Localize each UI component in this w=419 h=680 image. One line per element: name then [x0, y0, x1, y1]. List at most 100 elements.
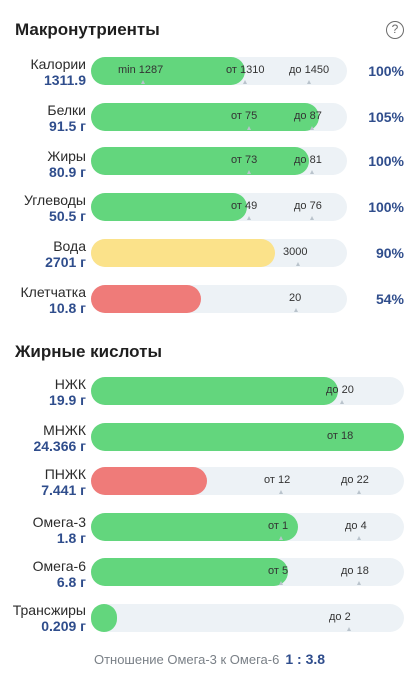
progress-fill	[91, 285, 202, 313]
nutrient-value: 10.8 г	[49, 300, 86, 316]
nutrient-label: ПНЖК 7.441 г	[41, 466, 86, 498]
nutrient-label: Вода 2701 г	[45, 238, 86, 270]
progress-track: от 1 до 4	[91, 513, 404, 541]
progress-fill	[91, 147, 309, 175]
help-icon[interactable]: ?	[386, 21, 404, 39]
progress-track: от 5 до 18	[91, 558, 404, 586]
nutrient-label: Омега-3 1.8 г	[33, 514, 86, 546]
fatty-acids-title: Жирные кислоты	[15, 342, 162, 361]
progress-fill	[91, 467, 207, 495]
progress-fill	[91, 513, 298, 541]
to-marker	[357, 490, 361, 494]
nutrient-value: 80.9 г	[49, 164, 86, 180]
nutrient-row-protein[interactable]: Белки 91.5 г от 75 до 87 105%	[0, 96, 419, 142]
progress-track: от 75 до 87	[91, 103, 347, 131]
nutrient-label: Трансжиры 0.209 г	[13, 602, 86, 634]
fatty-row-sfa[interactable]: НЖК 19.9 г до 20	[0, 372, 419, 418]
to-label: до 1450	[289, 64, 330, 76]
nutrient-value: 0.209 г	[41, 618, 86, 634]
norm-label: 3000	[283, 246, 308, 258]
percent-value: 100%	[368, 199, 404, 215]
from-label: от 5	[268, 565, 289, 577]
macros-title: Макронутриенты	[15, 20, 160, 39]
fatty-row-pufa[interactable]: ПНЖК 7.441 г от 12 до 22	[0, 464, 419, 510]
nutrient-value: 91.5 г	[49, 118, 86, 134]
progress-fill	[91, 558, 289, 586]
to-marker	[357, 536, 361, 540]
nutrient-value: 7.441 г	[41, 482, 86, 498]
nutrient-label: Углеводы 50.5 г	[24, 192, 86, 224]
progress-track: от 18	[91, 423, 404, 451]
min-marker	[141, 80, 145, 84]
from-marker	[247, 126, 251, 130]
nutrient-value: 1311.9	[43, 72, 86, 88]
nutrient-value: 24.366 г	[33, 438, 86, 454]
to-label: до 76	[294, 200, 322, 212]
omega-ratio-value: 1 : 3.8	[285, 651, 326, 667]
from-label: от 49	[231, 200, 258, 212]
from-label: от 73	[231, 154, 258, 166]
nutrient-name: Вода	[53, 238, 86, 254]
from-marker	[279, 490, 283, 494]
nutrient-label: Омега-6 6.8 г	[33, 558, 86, 590]
progress-fill	[91, 193, 248, 221]
percent-value: 105%	[368, 109, 404, 125]
to-label: до 20	[326, 384, 354, 396]
nutrient-value: 50.5 г	[49, 208, 86, 224]
norm-marker	[294, 308, 298, 312]
nutrient-row-fiber[interactable]: Клетчатка 10.8 г 20 54%	[0, 280, 419, 326]
progress-fill	[91, 103, 319, 131]
to-label: до 2	[329, 611, 351, 623]
progress-fill	[91, 377, 339, 405]
nutrient-label: Калории 1311.9	[31, 56, 86, 88]
fatty-row-omega6[interactable]: Омега-6 6.8 г от 5 до 18	[0, 556, 419, 602]
nutrient-value: 1.8 г	[56, 530, 86, 546]
progress-track: 3000	[91, 239, 347, 267]
progress-track: min 1287 от 1310 до 1450	[91, 57, 347, 85]
progress-track: до 20	[91, 377, 404, 405]
nutrient-name: Трансжиры	[12, 602, 86, 618]
fatty-row-omega3[interactable]: Омега-3 1.8 г от 1 до 4	[0, 510, 419, 556]
from-marker	[279, 536, 283, 540]
nutrient-name: Омега-3	[32, 514, 86, 530]
from-label: от 75	[231, 110, 258, 122]
progress-track: до 2	[91, 604, 404, 632]
nutrient-name: НЖК	[54, 376, 86, 392]
to-label: до 4	[345, 520, 367, 532]
from-marker	[247, 216, 251, 220]
percent-value: 90%	[375, 245, 404, 261]
norm-marker	[296, 262, 300, 266]
nutrient-row-calories[interactable]: Калории 1311.9 min 1287 от 1310 до 1450 …	[0, 50, 419, 96]
percent-value: 54%	[375, 291, 404, 307]
percent-value: 100%	[368, 63, 404, 79]
nutrient-row-fat[interactable]: Жиры 80.9 г от 73 до 81 100%	[0, 142, 419, 188]
from-marker	[247, 170, 251, 174]
nutrient-name: Омега-6	[32, 558, 86, 574]
to-label: до 81	[294, 154, 322, 166]
nutrient-name: Жиры	[47, 148, 86, 164]
to-label: до 18	[341, 565, 369, 577]
percent-value: 100%	[368, 153, 404, 169]
progress-track: 20	[91, 285, 347, 313]
nutrient-value: 6.8 г	[56, 574, 86, 590]
fatty-row-trans[interactable]: Трансжиры 0.209 г до 2	[0, 600, 419, 646]
nutrient-row-water[interactable]: Вода 2701 г 3000 90%	[0, 234, 419, 280]
to-marker	[357, 581, 361, 585]
from-marker	[243, 80, 247, 84]
to-marker	[310, 216, 314, 220]
nutrient-name: МНЖК	[43, 422, 86, 438]
nutrient-name: Углеводы	[23, 192, 86, 208]
nutrient-value: 19.9 г	[49, 392, 86, 408]
nutrient-value: 2701 г	[45, 254, 86, 270]
to-marker	[310, 126, 314, 130]
omega-ratio-label: Отношение Омега-3 к Омега-6	[93, 652, 280, 667]
from-label: от 18	[327, 430, 354, 442]
fatty-row-mufa[interactable]: МНЖК 24.366 г от 18	[0, 418, 419, 464]
norm-label: 20	[289, 292, 302, 304]
min-label: min 1287	[118, 64, 164, 76]
nutrient-label: Белки 91.5 г	[47, 102, 86, 134]
from-label: от 1310	[226, 64, 265, 76]
nutrient-name: ПНЖК	[44, 466, 86, 482]
nutrient-row-carbs[interactable]: Углеводы 50.5 г от 49 до 76 100%	[0, 188, 419, 234]
nutrient-label: Жиры 80.9 г	[47, 148, 86, 180]
